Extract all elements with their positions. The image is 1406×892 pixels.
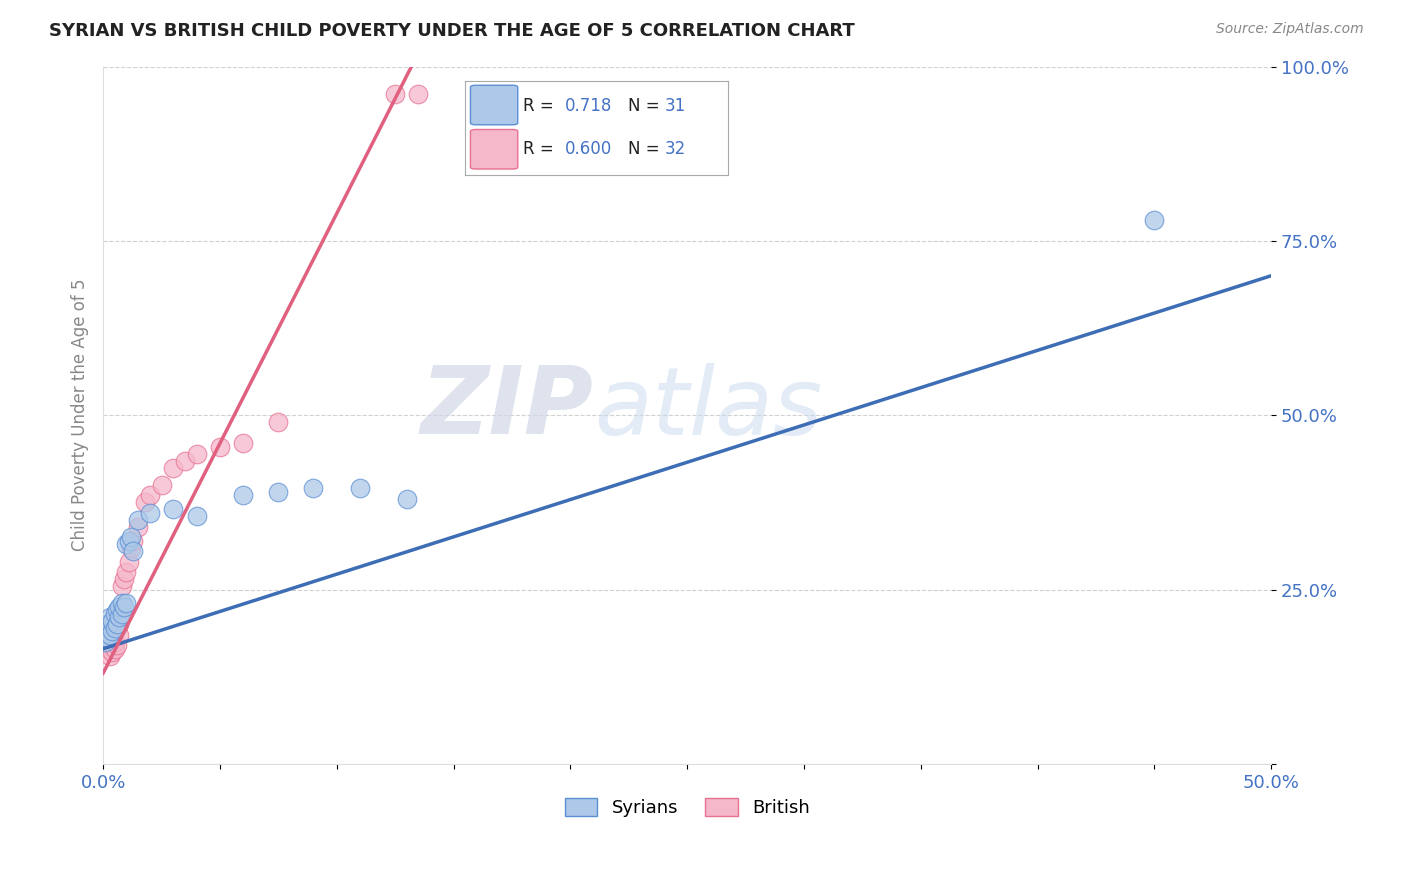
Point — [111, 607, 134, 621]
Point — [139, 506, 162, 520]
Point — [186, 509, 208, 524]
Point — [208, 440, 231, 454]
Point — [101, 624, 124, 639]
Point — [122, 544, 145, 558]
Point — [108, 628, 131, 642]
Text: atlas: atlas — [593, 363, 823, 454]
Point — [97, 632, 120, 646]
Point — [115, 537, 138, 551]
Point — [173, 453, 195, 467]
Point — [97, 641, 120, 656]
Point — [115, 597, 138, 611]
Point — [120, 530, 142, 544]
Point — [232, 436, 254, 450]
Point — [108, 617, 131, 632]
Text: Source: ZipAtlas.com: Source: ZipAtlas.com — [1216, 22, 1364, 37]
Point — [150, 478, 173, 492]
Point — [105, 617, 128, 632]
Point — [101, 645, 124, 659]
Point — [118, 555, 141, 569]
Point — [408, 87, 430, 102]
Point — [139, 488, 162, 502]
Point — [395, 491, 418, 506]
Point — [115, 565, 138, 579]
Point — [101, 614, 124, 628]
Point — [134, 495, 156, 509]
Point — [112, 599, 135, 614]
Point — [98, 610, 121, 624]
Point — [104, 635, 127, 649]
Point — [162, 460, 184, 475]
Point — [98, 638, 121, 652]
Point — [112, 572, 135, 586]
Point — [98, 628, 121, 642]
Point — [186, 446, 208, 460]
Text: ZIP: ZIP — [420, 362, 593, 454]
Point — [122, 533, 145, 548]
Point — [349, 482, 371, 496]
Point — [232, 488, 254, 502]
Point — [105, 638, 128, 652]
Point — [97, 635, 120, 649]
Point — [104, 621, 127, 635]
Point — [127, 520, 149, 534]
Point — [98, 648, 121, 663]
Point — [118, 533, 141, 548]
Point — [105, 621, 128, 635]
Point — [111, 579, 134, 593]
Point — [162, 502, 184, 516]
Point — [384, 87, 406, 102]
Point — [94, 635, 117, 649]
Point — [105, 603, 128, 617]
Point — [104, 641, 127, 656]
Point — [267, 415, 290, 429]
Point — [267, 484, 290, 499]
Point — [108, 610, 131, 624]
Point — [97, 617, 120, 632]
Text: SYRIAN VS BRITISH CHILD POVERTY UNDER THE AGE OF 5 CORRELATION CHART: SYRIAN VS BRITISH CHILD POVERTY UNDER TH… — [49, 22, 855, 40]
Point — [108, 599, 131, 614]
Y-axis label: Child Poverty Under the Age of 5: Child Poverty Under the Age of 5 — [72, 279, 89, 551]
Point — [302, 482, 325, 496]
Point — [111, 607, 134, 621]
Legend: Syrians, British: Syrians, British — [557, 790, 817, 824]
Point — [127, 513, 149, 527]
Point — [94, 628, 117, 642]
Point — [94, 635, 117, 649]
Point — [1143, 213, 1166, 227]
Point — [104, 607, 127, 621]
Point — [120, 541, 142, 555]
Point — [111, 597, 134, 611]
